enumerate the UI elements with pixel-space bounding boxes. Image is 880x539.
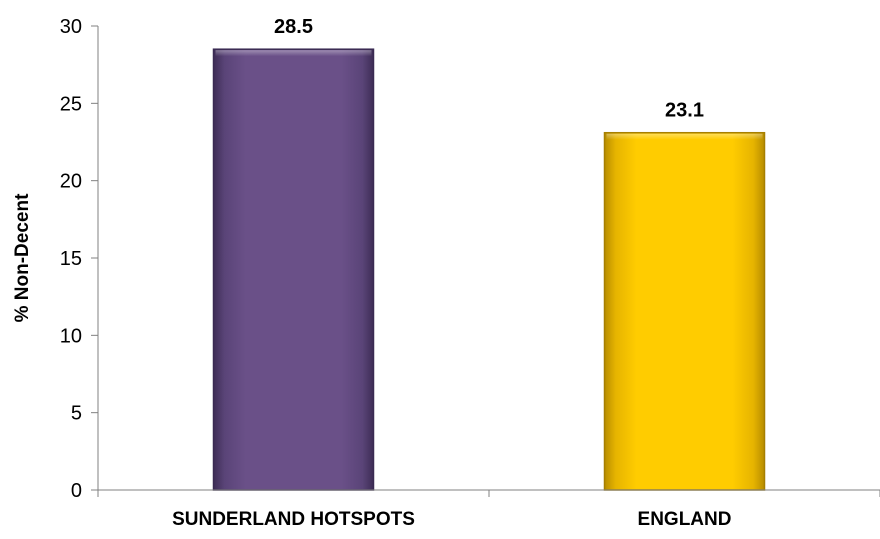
x-axis: SUNDERLAND HOTSPOTS ENGLAND (97, 489, 880, 530)
y-tick-label: 20 (60, 171, 82, 193)
y-axis-label: % Non-Decent (12, 193, 33, 322)
bar-highlight (606, 133, 763, 140)
y-tick-label: 10 (60, 325, 82, 347)
bar-highlight (215, 50, 372, 57)
y-tick-label: 5 (71, 403, 82, 425)
bars: 28.5 23.1 (212, 16, 766, 491)
bar-value-label: 28.5 (274, 16, 313, 38)
bar (212, 48, 375, 491)
y-tick-label: 30 (60, 16, 82, 38)
x-category-label: ENGLAND (638, 509, 732, 530)
y-tick-label: 0 (71, 480, 82, 502)
bar-value-label: 23.1 (665, 100, 704, 122)
bar (603, 131, 766, 491)
x-category-label: SUNDERLAND HOTSPOTS (172, 509, 415, 530)
y-axis: 0 5 10 15 20 25 30 (60, 16, 99, 502)
y-tick-label: 25 (60, 93, 82, 115)
y-tick-label: 15 (60, 248, 82, 270)
